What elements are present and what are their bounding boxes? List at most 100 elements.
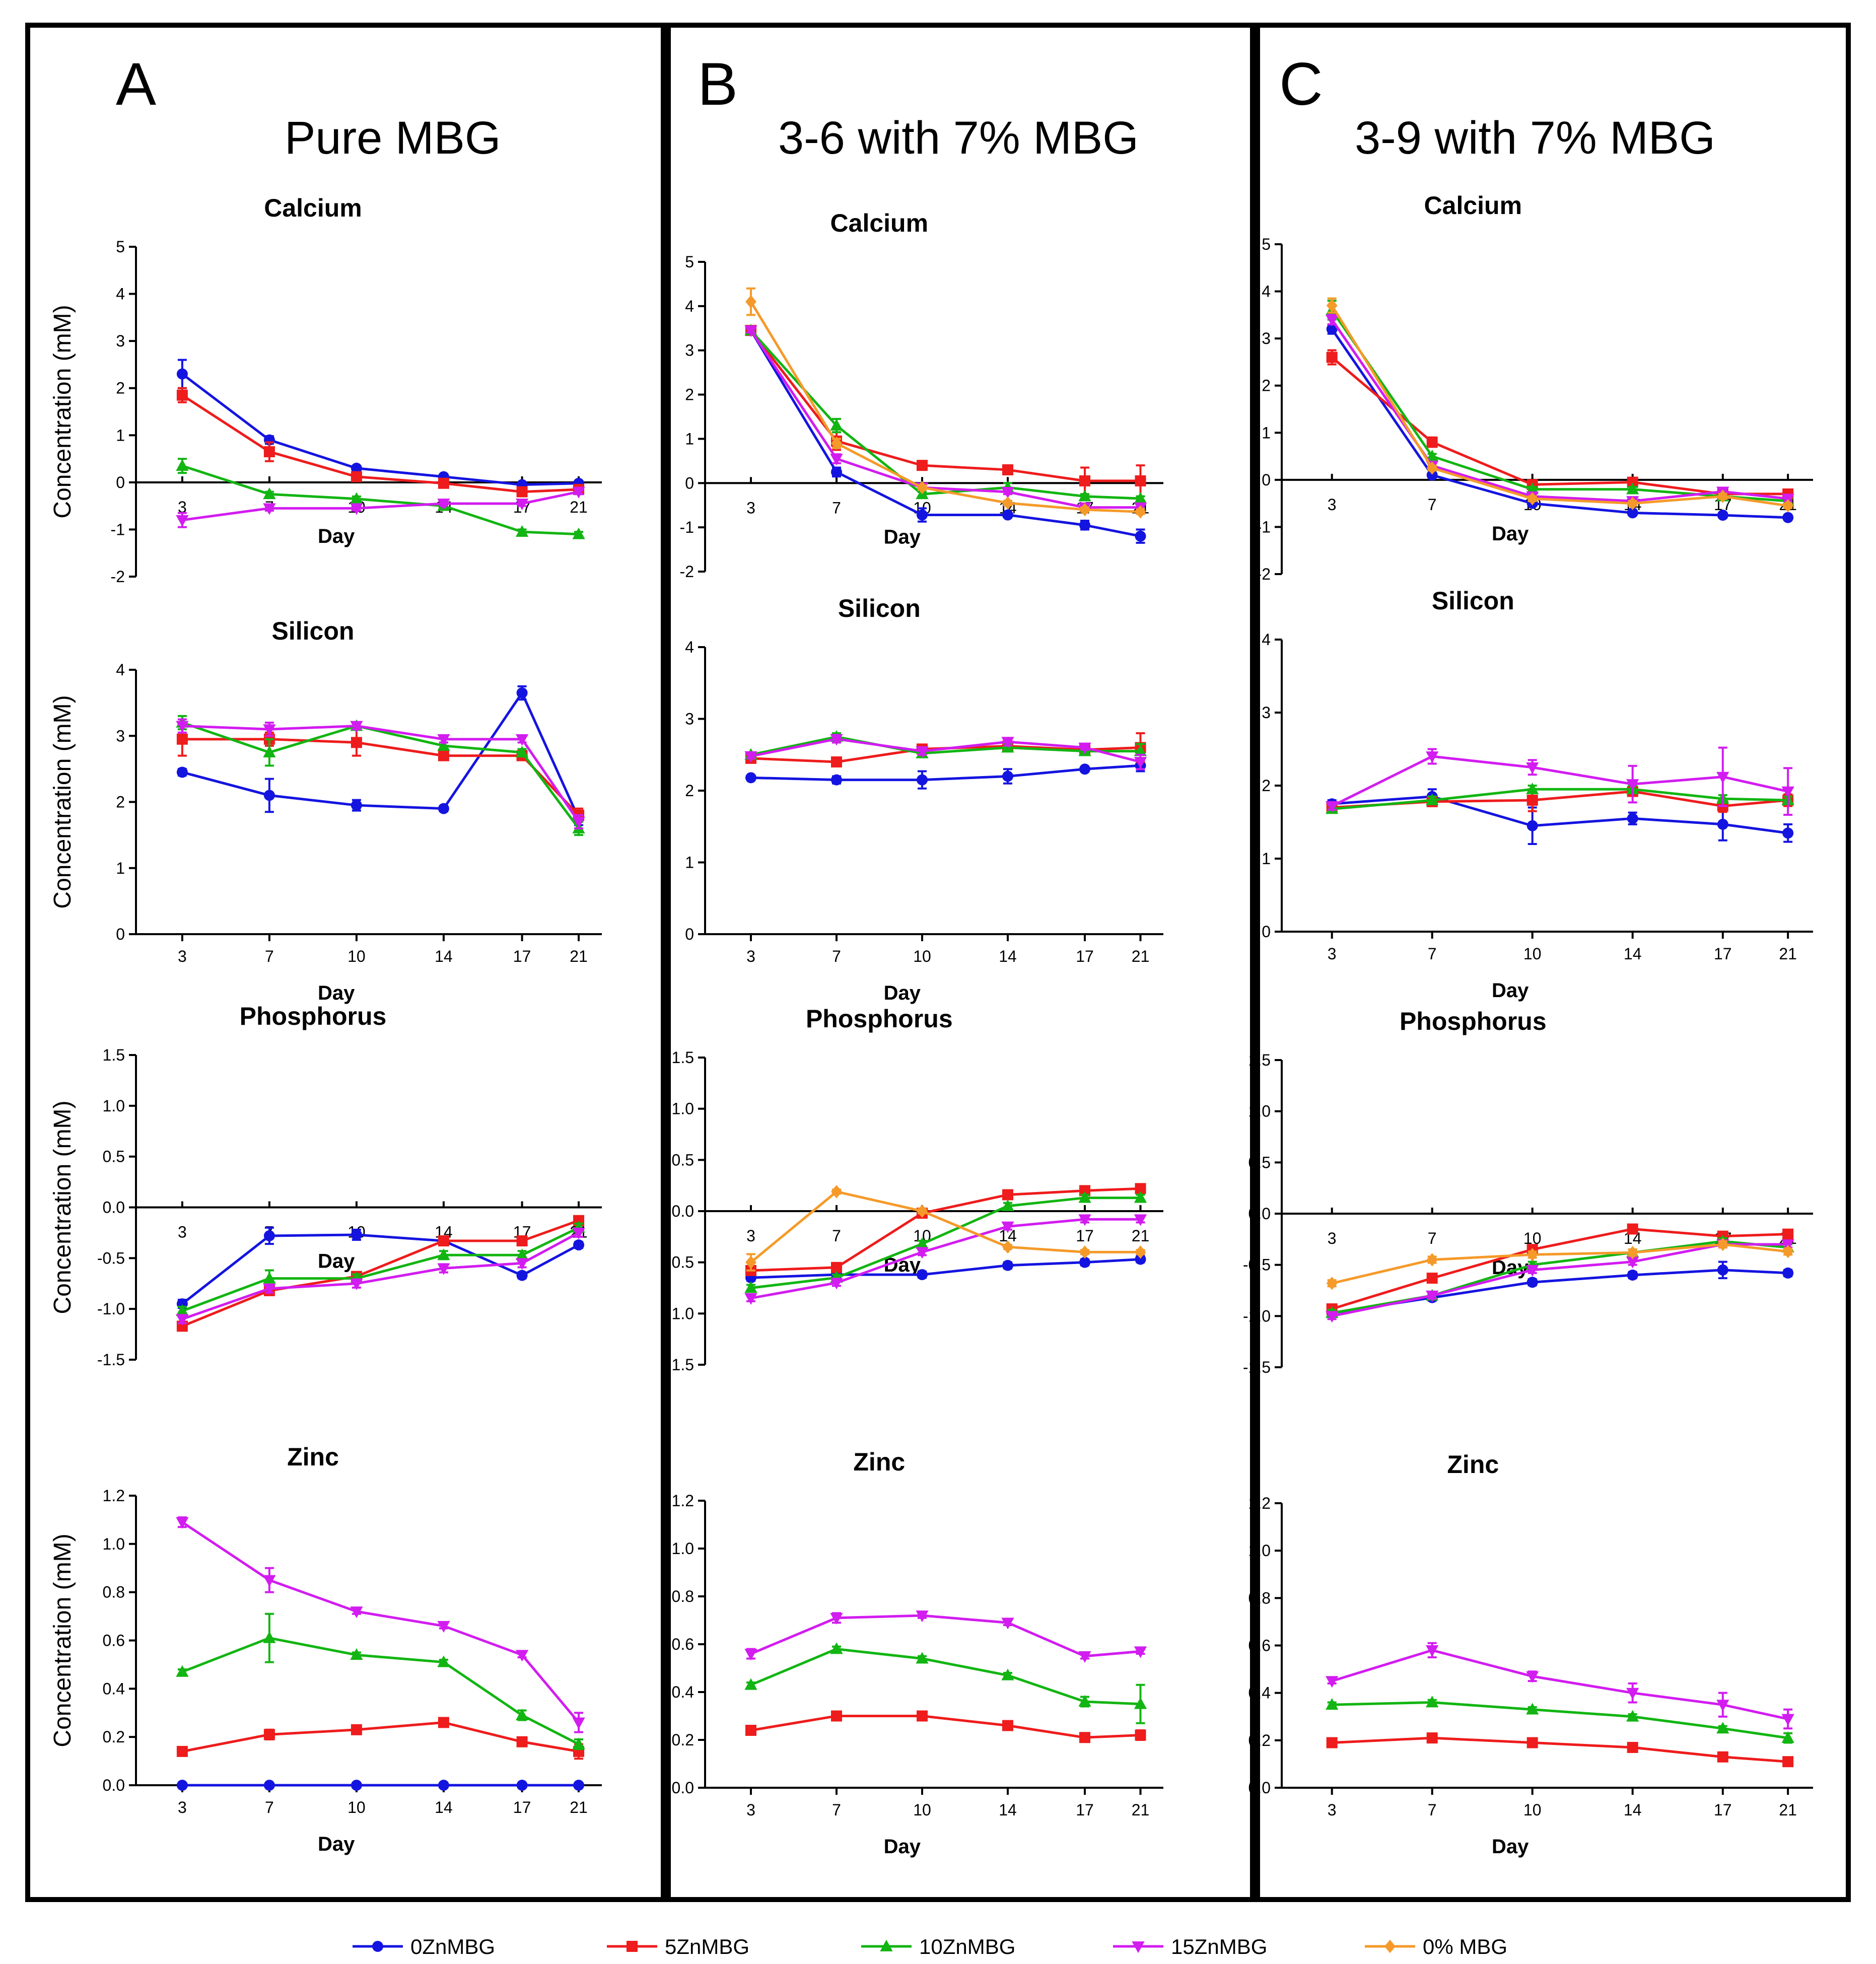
point-c-phosphorus-5znmbg <box>1627 1223 1638 1235</box>
point-c-silicon-5znmbg <box>1526 795 1538 806</box>
series-line-b-phosphorus-5znmbg <box>750 1187 1141 1272</box>
point-b-phosphorus-0pct-mbg <box>917 1204 928 1218</box>
point-b-zinc-5znmbg <box>745 1725 756 1736</box>
y-tick-label-c-phosphorus: 0.5 <box>1248 1153 1271 1171</box>
y-tick-label-a-zinc: 0.8 <box>103 1583 125 1601</box>
series-line-a-silicon-10znmbg <box>182 721 580 829</box>
y-tick-label-c-calcium: 0 <box>1262 471 1271 489</box>
y-tick-label-b-zinc: 0.8 <box>672 1587 694 1605</box>
x-tick-label-a-zinc: 7 <box>265 1798 274 1816</box>
point-b-phosphorus-15znmbg <box>1001 1221 1014 1233</box>
point-a-zinc-10znmbg <box>515 1708 529 1720</box>
point-b-zinc-15znmbg <box>916 1610 929 1623</box>
point-c-silicon-10znmbg <box>1526 783 1539 795</box>
x-tick-label-c-phosphorus: 7 <box>1428 1229 1437 1247</box>
point-c-silicon-0znmbg <box>1627 813 1638 824</box>
series-b-phosphorus-15znmbg <box>744 1214 1147 1305</box>
point-c-calcium-0pct-mbg <box>1326 299 1338 312</box>
point-c-zinc-5znmbg <box>1717 1751 1728 1763</box>
y-tick-label-c-silicon: 4 <box>1262 630 1271 649</box>
y-tick-label-a-silicon: 4 <box>116 661 125 679</box>
series-line-b-phosphorus-0znmbg <box>750 1258 1141 1279</box>
point-b-phosphorus-5znmbg <box>1135 1183 1146 1195</box>
x-tick-label-b-phosphorus: 3 <box>746 1227 755 1245</box>
y-axis-label-a-calcium: Concentration (mM) <box>49 305 76 518</box>
x-tick-label-a-calcium: 21 <box>570 498 588 516</box>
series-line-c-silicon-15znmbg <box>1331 755 1788 807</box>
series-b-phosphorus-10znmbg <box>744 1191 1147 1293</box>
point-c-silicon-15znmbg <box>1781 786 1794 798</box>
point-b-phosphorus-0pct-mbg <box>1135 1245 1146 1259</box>
series-line-c-phosphorus-0pct-mbg <box>1332 1243 1788 1285</box>
x-tick-label-a-silicon: 3 <box>178 947 187 965</box>
series-line-b-calcium-0znmbg <box>749 329 1141 538</box>
point-b-calcium-0pct-mbg <box>1079 503 1090 517</box>
point-b-silicon-15znmbg <box>744 751 757 763</box>
point-c-phosphorus-0znmbg <box>1717 1264 1728 1276</box>
plot-a-calcium: Calcium543210-1-23710141721DayConcentrat… <box>49 194 602 586</box>
point-c-calcium-0znmbg <box>1627 507 1638 519</box>
series-line-b-phosphorus-15znmbg <box>750 1218 1141 1300</box>
y-tick-label-c-calcium: 1 <box>1262 424 1271 442</box>
point-b-zinc-5znmbg <box>1079 1732 1090 1743</box>
point-b-phosphorus-10znmbg <box>744 1281 757 1293</box>
point-c-phosphorus-0znmbg <box>1782 1267 1794 1279</box>
point-a-zinc-5znmbg <box>351 1724 362 1735</box>
point-b-zinc-15znmbg <box>1078 1651 1091 1663</box>
plot-title-b-silicon: Silicon <box>838 594 921 622</box>
series-line-b-zinc-5znmbg <box>750 1715 1141 1739</box>
legend: 0ZnMBG 5ZnMBG 10ZnMBG 15ZnMBG 0% MBG <box>353 1935 1507 1958</box>
y-tick-label-a-zinc: 1.2 <box>103 1487 125 1505</box>
series-a-zinc-10znmbg <box>176 1612 585 1750</box>
point-b-zinc-15znmbg <box>744 1649 757 1661</box>
point-b-silicon-0znmbg <box>917 774 928 786</box>
y-tick-label-c-calcium: 4 <box>1262 283 1271 301</box>
point-b-calcium-10znmbg <box>1078 489 1091 502</box>
legend-label-5znmbg: 5ZnMBG <box>665 1935 749 1958</box>
point-a-zinc-0znmbg <box>438 1780 449 1791</box>
point-b-phosphorus-10znmbg <box>1001 1199 1014 1211</box>
point-c-phosphorus-0pct-mbg <box>1627 1246 1638 1259</box>
y-tick-label-a-calcium: -2 <box>111 568 125 586</box>
series-line-b-phosphorus-0pct-mbg <box>750 1190 1141 1264</box>
series-line-b-calcium-0pct-mbg <box>749 301 1141 513</box>
point-b-phosphorus-0pct-mbg <box>1079 1245 1090 1259</box>
point-c-phosphorus-15znmbg <box>1526 1265 1539 1277</box>
series-a-silicon-15znmbg <box>176 718 585 829</box>
point-b-phosphorus-15znmbg <box>744 1293 757 1305</box>
point-c-calcium-5znmbg <box>1627 476 1638 488</box>
point-a-phosphorus-15znmbg <box>572 1228 585 1240</box>
point-a-calcium-10znmbg <box>515 525 529 537</box>
point-b-calcium-5znmbg <box>1135 475 1146 486</box>
point-a-phosphorus-15znmbg <box>176 1314 189 1326</box>
plot-title-a-silicon: Silicon <box>272 617 355 645</box>
point-c-phosphorus-0pct-mbg <box>1426 1253 1438 1267</box>
x-tick-label-a-zinc: 14 <box>435 1798 453 1816</box>
plot-c-zinc: Zinc 1.2 1.0 0.8 0.6 0.4 0.2 0.0 3 7 10 14 17 21 Day <box>1248 1450 1813 1858</box>
point-c-calcium-0pct-mbg <box>1782 499 1794 513</box>
y-tick-label-a-calcium: 0 <box>116 473 125 492</box>
point-a-calcium-15znmbg <box>350 503 363 515</box>
point-c-zinc-15znmbg <box>1426 1645 1439 1657</box>
series-a-zinc-5znmbg <box>176 1717 585 1760</box>
point-b-silicon-15znmbg <box>1001 737 1014 749</box>
point-b-calcium-0znmbg <box>917 509 928 521</box>
series-line-c-zinc-5znmbg <box>1332 1736 1788 1763</box>
y-tick-label-b-calcium: 2 <box>685 386 694 404</box>
y-tick-label-c-zinc: 1.2 <box>1248 1494 1271 1512</box>
point-c-zinc-10znmbg <box>1781 1731 1794 1743</box>
plot-title-c-phosphorus: Phosphorus <box>1400 1007 1547 1035</box>
point-b-zinc-15znmbg <box>1001 1618 1014 1630</box>
panel-letter-C: C <box>1279 50 1323 118</box>
x-tick-label-b-zinc: 21 <box>1132 1801 1150 1819</box>
x-axis-label-c-zinc: Day <box>1492 1836 1529 1858</box>
x-tick-label-b-silicon: 17 <box>1076 947 1094 965</box>
point-b-zinc-10znmbg <box>1134 1697 1147 1709</box>
point-a-zinc-5znmbg <box>516 1736 528 1747</box>
y-tick-label-c-calcium: 5 <box>1262 235 1271 253</box>
point-c-calcium-0pct-mbg <box>1526 492 1538 506</box>
point-c-zinc-5znmbg <box>1627 1741 1638 1753</box>
x-tick-label-c-zinc: 14 <box>1624 1801 1642 1819</box>
x-tick-label-b-zinc: 14 <box>999 1801 1017 1819</box>
point-b-calcium-5znmbg <box>1002 464 1013 475</box>
